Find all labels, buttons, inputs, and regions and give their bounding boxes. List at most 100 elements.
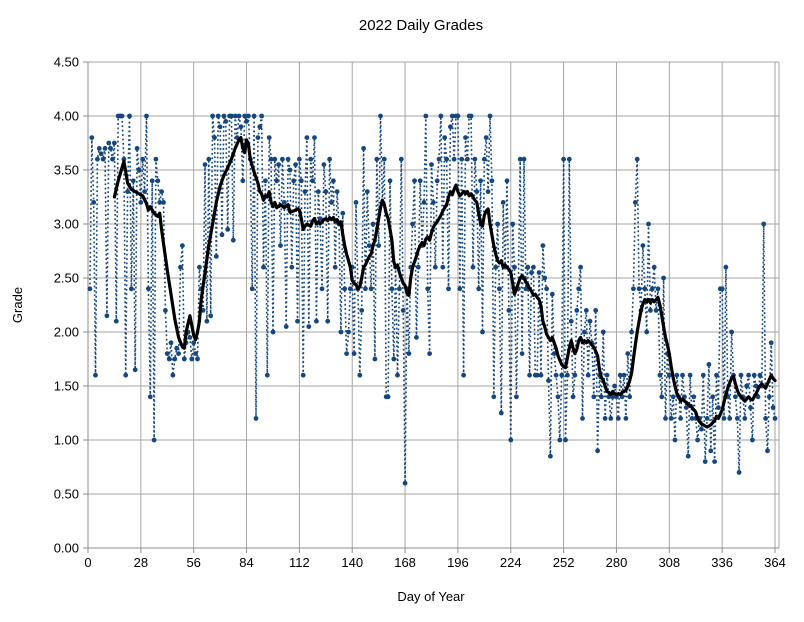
daily-data-point bbox=[321, 162, 327, 168]
daily-data-point bbox=[130, 178, 136, 184]
daily-data-point bbox=[766, 394, 772, 400]
daily-data-point bbox=[485, 189, 491, 195]
daily-data-point bbox=[332, 264, 338, 270]
daily-data-point bbox=[493, 264, 499, 270]
daily-data-point bbox=[242, 113, 248, 119]
daily-data-point bbox=[180, 243, 185, 249]
daily-data-point bbox=[512, 264, 517, 270]
daily-data-point bbox=[331, 178, 336, 184]
daily-data-point bbox=[276, 162, 281, 168]
daily-data-point bbox=[357, 372, 363, 378]
daily-data-point bbox=[298, 178, 304, 184]
y-tick-label: 3.00 bbox=[54, 217, 79, 232]
daily-data-point bbox=[144, 113, 149, 119]
daily-data-point bbox=[548, 453, 553, 459]
daily-data-point bbox=[295, 318, 300, 324]
daily-data-point bbox=[723, 264, 729, 270]
daily-data-point bbox=[648, 308, 653, 313]
daily-data-point bbox=[510, 221, 516, 227]
daily-data-point bbox=[763, 416, 768, 421]
daily-data-point bbox=[385, 394, 391, 400]
daily-data-point bbox=[461, 372, 466, 378]
x-tick-label: 196 bbox=[447, 555, 469, 570]
daily-data-point bbox=[164, 351, 170, 356]
tick-labels: 0.00 0.50 1.00 1.50 2.00 2.50 3.00 3.50 4.00 4.50… bbox=[54, 55, 786, 571]
daily-data-point bbox=[95, 156, 100, 162]
daily-data-point bbox=[304, 135, 310, 141]
daily-data-point bbox=[102, 146, 108, 151]
daily-data-point bbox=[389, 286, 395, 292]
daily-data-point bbox=[508, 437, 514, 443]
daily-data-point bbox=[744, 383, 750, 389]
x-tick-label: 0 bbox=[84, 555, 91, 570]
daily-data-point bbox=[244, 119, 249, 124]
daily-data-point bbox=[704, 416, 710, 421]
daily-data-point bbox=[521, 156, 527, 162]
daily-data-point bbox=[172, 356, 178, 362]
daily-data-point bbox=[449, 113, 455, 119]
daily-data-point bbox=[491, 394, 497, 400]
daily-data-point bbox=[468, 113, 474, 119]
daily-data-point bbox=[138, 200, 144, 205]
daily-data-point bbox=[549, 291, 555, 297]
daily-data-point bbox=[314, 318, 319, 324]
daily-data-point bbox=[719, 286, 725, 292]
daily-data-point bbox=[582, 329, 587, 335]
x-tick-label: 364 bbox=[764, 555, 786, 570]
daily-data-point bbox=[661, 275, 666, 281]
daily-data-point bbox=[261, 264, 266, 270]
daily-data-point bbox=[363, 286, 368, 292]
daily-data-point bbox=[417, 178, 423, 184]
daily-data-point bbox=[151, 437, 157, 443]
y-tick-label: 2.00 bbox=[54, 325, 79, 340]
daily-data-point bbox=[500, 200, 506, 205]
daily-data-point bbox=[680, 372, 685, 378]
daily-data-point bbox=[481, 156, 487, 162]
daily-data-point bbox=[113, 318, 119, 324]
daily-data-point bbox=[625, 351, 631, 356]
daily-data-point bbox=[119, 113, 125, 119]
daily-data-point bbox=[87, 286, 93, 292]
daily-data-point bbox=[285, 156, 291, 162]
daily-data-point bbox=[627, 394, 633, 400]
daily-data-point bbox=[325, 318, 331, 324]
daily-data-point bbox=[470, 264, 476, 270]
daily-data-point bbox=[319, 286, 325, 292]
daily-data-point bbox=[691, 394, 697, 400]
daily-data-point bbox=[329, 200, 334, 205]
daily-data-point bbox=[259, 113, 264, 119]
daily-data-point bbox=[474, 189, 480, 195]
daily-data-point bbox=[398, 156, 404, 162]
daily-data-point bbox=[583, 308, 589, 313]
daily-data-point bbox=[568, 318, 574, 324]
daily-data-point bbox=[721, 416, 727, 421]
daily-data-point bbox=[761, 221, 767, 227]
daily-data-point bbox=[640, 243, 646, 249]
daily-data-point bbox=[540, 243, 546, 249]
daily-data-point bbox=[514, 394, 519, 400]
daily-data-point bbox=[674, 372, 680, 378]
daily-data-point bbox=[706, 362, 712, 367]
daily-data-point bbox=[531, 264, 536, 270]
x-tick-label: 224 bbox=[500, 555, 522, 570]
daily-data-point bbox=[753, 383, 759, 389]
moving-average-line bbox=[112, 136, 777, 429]
daily-data-point bbox=[536, 270, 542, 275]
daily-data-point bbox=[291, 178, 297, 184]
daily-data-point bbox=[465, 156, 470, 162]
daily-data-point bbox=[642, 286, 648, 292]
daily-data-point bbox=[400, 308, 406, 313]
daily-data-point bbox=[197, 264, 202, 270]
daily-data-point bbox=[181, 356, 187, 362]
daily-data-point bbox=[523, 286, 529, 292]
daily-data-point bbox=[366, 243, 372, 249]
daily-data-point bbox=[414, 335, 419, 340]
daily-data-point bbox=[472, 156, 478, 162]
daily-data-point bbox=[578, 264, 583, 270]
daily-data-point bbox=[91, 200, 97, 205]
daily-data-point bbox=[230, 237, 236, 243]
daily-data-point bbox=[270, 329, 276, 335]
daily-data-point bbox=[246, 113, 251, 119]
daily-data-point bbox=[476, 286, 482, 292]
daily-data-point bbox=[687, 372, 693, 378]
